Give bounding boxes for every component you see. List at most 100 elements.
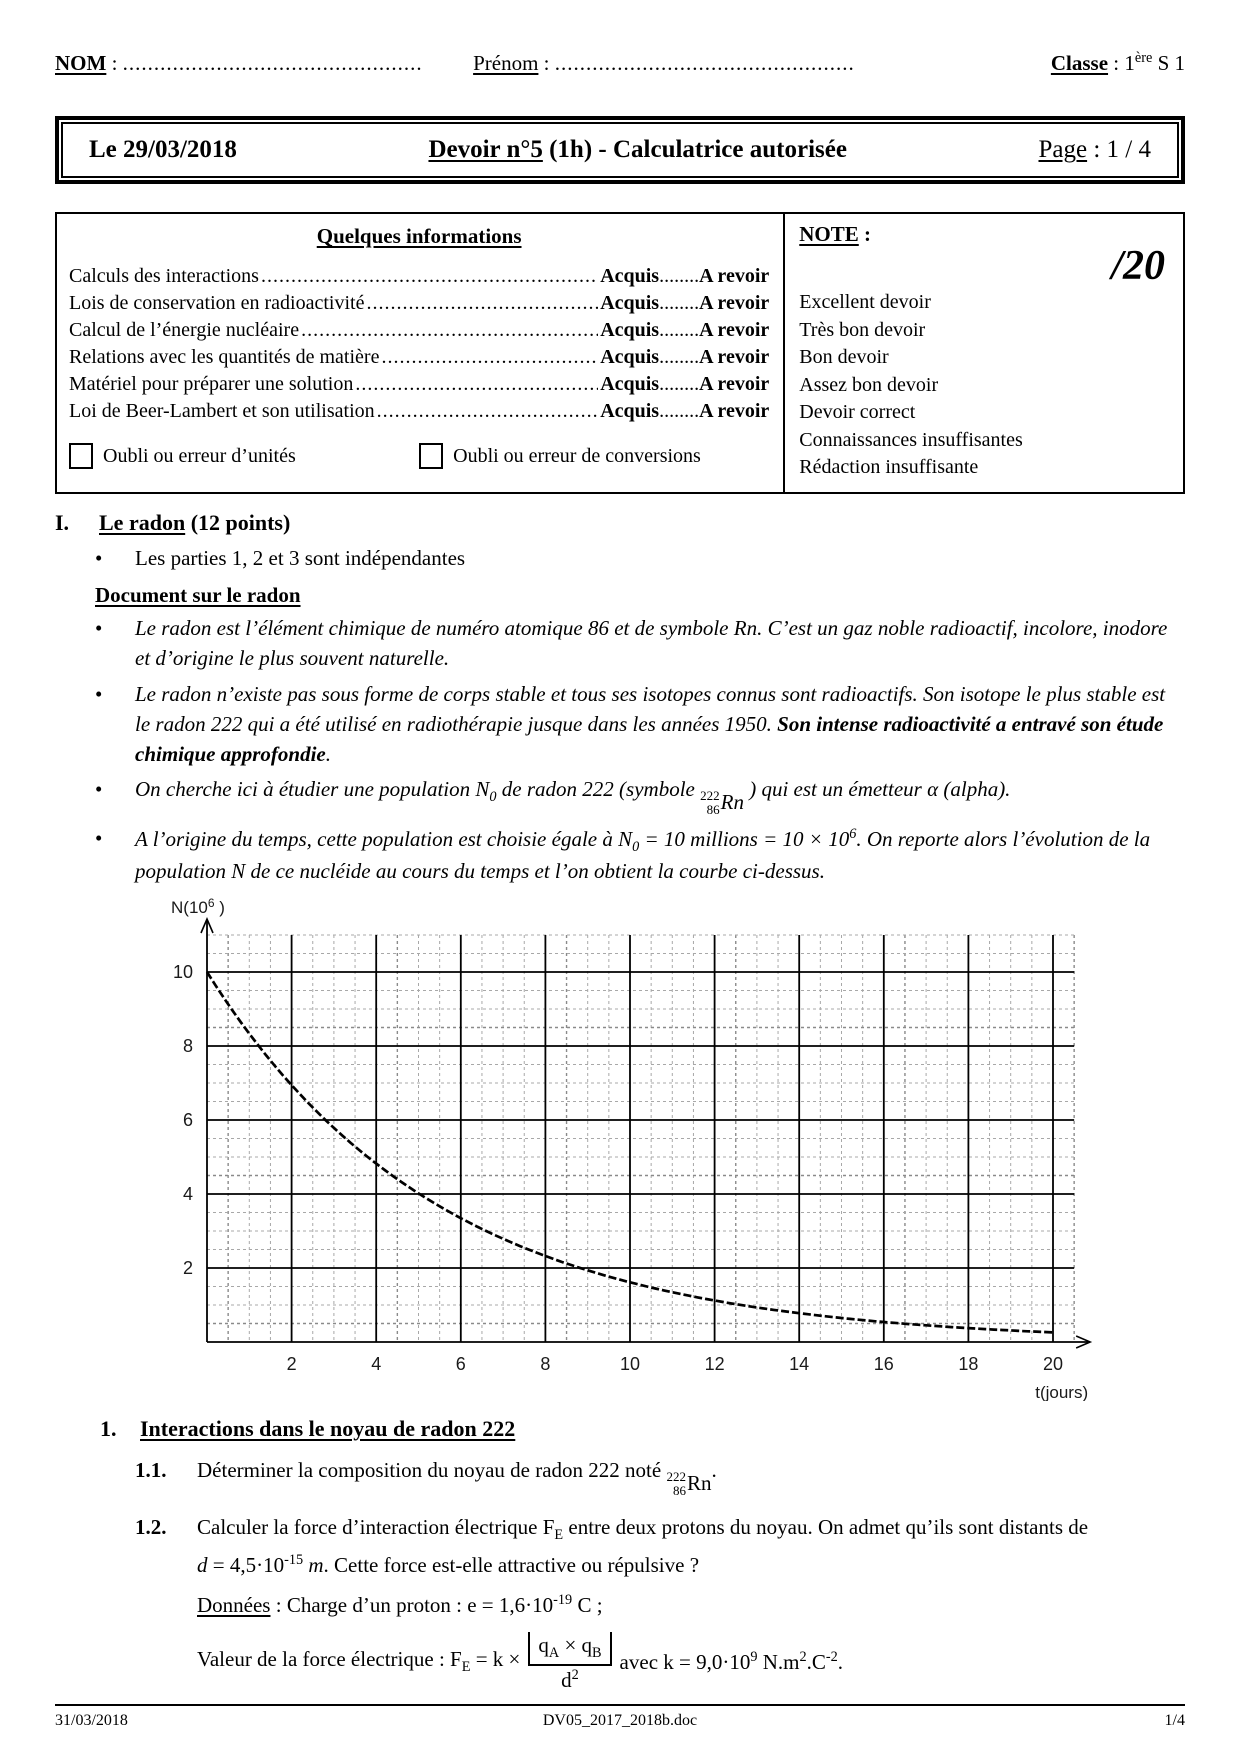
a-revoir-label: A revoir — [699, 319, 770, 341]
page-footer: 31/03/2018 DV05_2017_2018b.doc 1/4 — [55, 1704, 1185, 1730]
svg-text:4: 4 — [371, 1354, 381, 1374]
skills-panel: Quelques informations Calculs des intera… — [57, 214, 783, 492]
a-revoir-label: A revoir — [699, 346, 770, 368]
svg-text:20: 20 — [1043, 1354, 1063, 1374]
prenom-fill-line: ........................................… — [554, 51, 855, 75]
svg-text:N(106 ): N(106 ) — [171, 897, 225, 917]
question-1-1: 1.1. Déterminer la composition du noyau … — [135, 1458, 717, 1498]
grade-option: Assez bon devoir — [799, 373, 939, 396]
prenom-field: Prénom : ...............................… — [473, 51, 855, 75]
score-out-of-20: /20 — [1111, 243, 1165, 289]
footer-page-number: 1/4 — [1164, 1712, 1185, 1729]
grade-option: Excellent devoir — [799, 291, 931, 313]
info-note-box: Quelques informations Calculs des intera… — [55, 212, 1185, 494]
bullet-radon-isotopes: Le radon n’existe pas sous forme de corp… — [95, 680, 1185, 769]
dot-leader: ........................................… — [301, 319, 599, 341]
grade-option: Bon devoir — [799, 346, 889, 368]
svg-text:2: 2 — [287, 1354, 297, 1374]
identity-header: NOM : ..................................… — [55, 0, 1185, 76]
acquis-label: Acquis — [600, 373, 660, 395]
document-title: Document sur le radon — [95, 583, 301, 608]
svg-text:t(jours): t(jours) — [1035, 1383, 1088, 1401]
decay-curve — [205, 971, 1054, 1334]
dot-leader: ........................................… — [355, 373, 598, 395]
bullet-icon — [95, 824, 135, 887]
dot-leader: ........................................… — [260, 265, 599, 287]
bullet-radon-element: Le radon est l’élément chimique de numér… — [95, 614, 1185, 674]
svg-text:8: 8 — [540, 1354, 550, 1374]
note-title: NOTE : — [799, 222, 872, 246]
svg-text:8: 8 — [183, 1036, 193, 1056]
svg-text:10: 10 — [620, 1354, 640, 1374]
exam-date: Le 29/03/2018 — [89, 136, 237, 163]
part1-heading: I. Le radon (12 points) — [55, 509, 291, 535]
grade-option: Rédaction insuffisante — [799, 456, 979, 478]
checkbox-conversions-box[interactable] — [419, 443, 444, 469]
dot-leader: ........................................… — [366, 292, 598, 314]
checkbox-units-label: Oubli ou erreur d’unités — [103, 444, 296, 467]
radon-nuclide-notation: 222 86 Rn — [700, 788, 744, 818]
classe-field: Classe : 1ère S 1 — [1050, 50, 1185, 75]
skill-row: Matériel pour préparer une solution ....… — [69, 371, 769, 398]
section1-heading: 1. Interactions dans le noyau de radon 22… — [100, 1416, 516, 1442]
question-1-2: 1.2. Calculer la force d’interaction éle… — [135, 1514, 1089, 1543]
fraction: qA × qB d2 — [528, 1631, 612, 1692]
svg-text:14: 14 — [789, 1354, 809, 1374]
svg-text:16: 16 — [874, 1354, 894, 1374]
prenom-label: Prénom — [473, 51, 539, 75]
checkbox-conversions-label: Oubli ou erreur de conversions — [453, 444, 701, 467]
a-revoir-label: A revoir — [699, 400, 770, 422]
title-box: Le 29/03/2018 Devoir n°5 (1h) - Calculat… — [55, 116, 1185, 184]
skill-row: Lois de conservation en radioactivité ..… — [69, 290, 769, 317]
dot-leader: ........................................… — [376, 400, 599, 422]
page-indicator: Page : 1 / 4 — [1038, 136, 1151, 163]
skill-row: Calculs des interactions ...............… — [69, 263, 769, 290]
grade-option: Très bon devoir — [799, 318, 926, 341]
skill-row: Loi de Beer-Lambert et son utilisation .… — [69, 398, 769, 425]
bullet-parties: Les parties 1, 2 et 3 sont indépendantes — [95, 544, 1185, 574]
svg-text:12: 12 — [705, 1354, 725, 1374]
question-1-2-line2: d = 4,5·10-15 m. Cette force est-elle at… — [197, 1551, 700, 1577]
acquis-label: Acquis — [600, 400, 660, 422]
svg-text:10: 10 — [173, 962, 193, 982]
skill-row: Relations avec les quantités de matière … — [69, 344, 769, 371]
bullet-population: On cherche ici à étudier une population … — [95, 775, 1185, 818]
checkbox-units-box[interactable] — [69, 443, 93, 469]
bullet-icon — [95, 680, 135, 769]
grade-option: Connaissances insuffisantes — [799, 428, 1023, 451]
note-panel: NOTE : /20 Excellent devoir Très bon dev… — [783, 214, 1183, 492]
bullet-icon — [95, 544, 135, 574]
footer-date: 31/03/2018 — [55, 1712, 128, 1729]
bullet-icon — [95, 614, 135, 674]
classe-label: Classe — [1050, 51, 1109, 75]
error-checkboxes: Oubli ou erreur d’unités Oubli ou erreur… — [69, 443, 769, 469]
nom-field: NOM : ..................................… — [55, 51, 423, 75]
donnees-line: Données : Charge d’un proton : e = 1,6·1… — [197, 1591, 603, 1617]
decay-chart: 2 4 6 8 10 2 4 6 8 10 12 14 16 18 20 N(106 ) t(jours) — [155, 896, 1185, 1406]
svg-text:2: 2 — [183, 1258, 193, 1278]
acquis-label: Acquis — [600, 265, 660, 287]
svg-text:4: 4 — [183, 1184, 193, 1204]
svg-text:18: 18 — [958, 1354, 978, 1374]
nom-fill-line: ........................................… — [122, 51, 423, 75]
a-revoir-label: A revoir — [699, 265, 770, 287]
exam-title: Devoir n°5 (1h) - Calculatrice autorisée — [428, 136, 847, 163]
acquis-label: Acquis — [600, 292, 660, 314]
radon-nuclide-notation: 222 86 Rn — [666, 1469, 712, 1498]
svg-text:6: 6 — [456, 1354, 466, 1374]
dot-leader: ........................................… — [381, 346, 598, 368]
a-revoir-label: A revoir — [699, 373, 770, 395]
bullet-origine-temps: A l’origine du temps, cette population e… — [95, 824, 1185, 887]
checkbox-conversions[interactable]: Oubli ou erreur de conversions — [419, 443, 769, 469]
bullet-icon — [95, 775, 135, 818]
checkbox-units[interactable]: Oubli ou erreur d’unités — [69, 443, 419, 469]
svg-text:6: 6 — [183, 1110, 193, 1130]
footer-filename: DV05_2017_2018b.doc — [542, 1712, 698, 1729]
force-formula: Valeur de la force électrique : FE = k ×… — [197, 1631, 844, 1692]
a-revoir-label: A revoir — [699, 292, 770, 314]
acquis-label: Acquis — [600, 319, 660, 341]
skill-row: Calcul de l’énergie nucléaire ..........… — [69, 317, 769, 344]
skills-title: Quelques informations — [316, 224, 522, 248]
grade-option: Devoir correct — [799, 401, 916, 423]
